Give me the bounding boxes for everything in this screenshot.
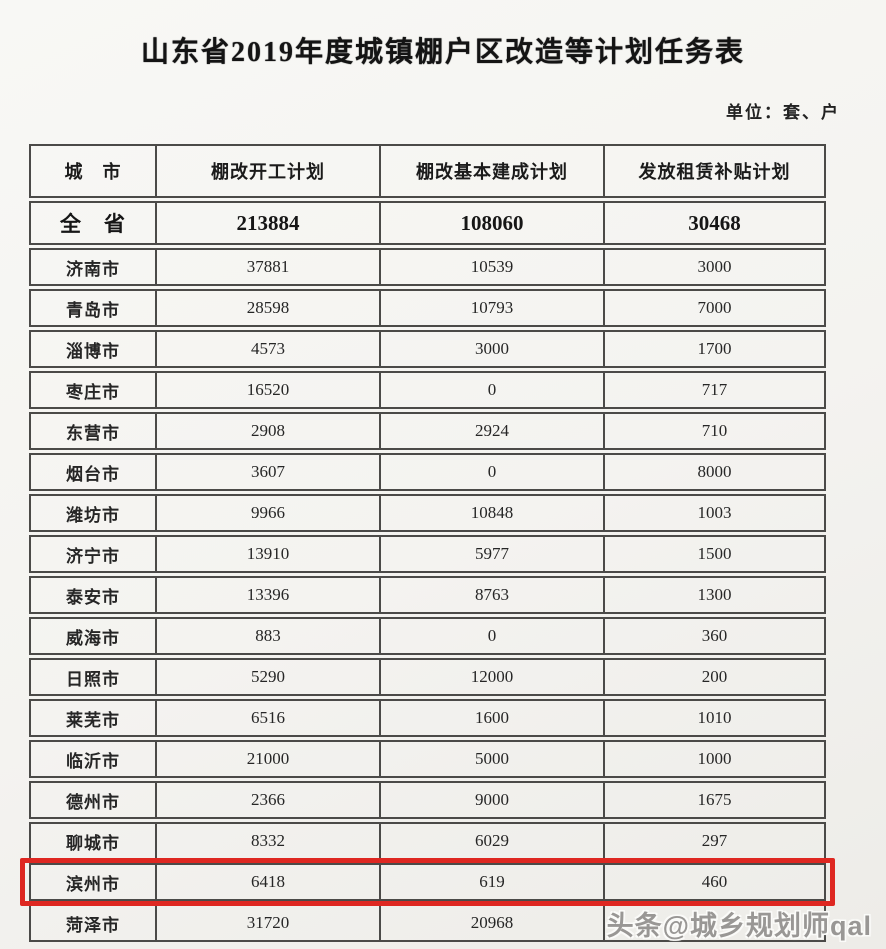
table-row: 济宁市 13910 5977 1500 (29, 535, 826, 573)
table-row: 临沂市 21000 5000 1000 (29, 740, 826, 778)
table-row: 东营市 2908 2924 710 (29, 412, 826, 450)
column-header-city: 城 市 (29, 144, 156, 198)
column-header: 发放租赁补贴计划 (604, 144, 826, 198)
value-cell: 619 (380, 863, 604, 901)
value-cell: 0 (380, 617, 604, 655)
value-cell: 10848 (380, 494, 604, 532)
value-cell: 2908 (156, 412, 380, 450)
city-cell: 济宁市 (29, 535, 156, 573)
watermark: 头条@城乡规划师qal (606, 911, 872, 941)
value-cell: 10539 (380, 248, 604, 286)
city-cell: 青岛市 (29, 289, 156, 327)
city-cell: 东营市 (29, 412, 156, 450)
value-cell: 13396 (156, 576, 380, 614)
value-cell: 5977 (380, 535, 604, 573)
table-row: 威海市 883 0 360 (29, 617, 826, 655)
city-cell: 德州市 (29, 781, 156, 819)
value-cell: 5000 (380, 740, 604, 778)
table-row: 德州市 2366 9000 1675 (29, 781, 826, 819)
city-cell: 烟台市 (29, 453, 156, 491)
value-cell: 1003 (604, 494, 826, 532)
summary-row: 全 省 213884 108060 30468 (29, 201, 826, 245)
plan-table: 城 市棚改开工计划 棚改基本建成计划 发放租赁补贴计划 全 省 213884 10806… (29, 141, 826, 945)
value-cell: 0 (380, 453, 604, 491)
table-row: 青岛市 28598 10793 7000 (29, 289, 826, 327)
table-row: 淄博市 4573 3000 1700 (29, 330, 826, 368)
value-cell: 1010 (604, 699, 826, 737)
city-cell: 潍坊市 (29, 494, 156, 532)
value-cell: 13910 (156, 535, 380, 573)
table-row: 济南市 37881 10539 3000 (29, 248, 826, 286)
city-cell: 滨州市 (29, 863, 156, 901)
value-cell: 9000 (380, 781, 604, 819)
value-cell: 360 (604, 617, 826, 655)
table-row: 泰安市 13396 8763 1300 (29, 576, 826, 614)
city-cell: 临沂市 (29, 740, 156, 778)
value-cell: 710 (604, 412, 826, 450)
value-cell: 8000 (604, 453, 826, 491)
value-cell: 2366 (156, 781, 380, 819)
value-cell: 30468 (604, 201, 826, 245)
city-cell: 日照市 (29, 658, 156, 696)
value-cell: 1600 (380, 699, 604, 737)
city-cell: 菏泽市 (29, 904, 156, 942)
value-cell: 9966 (156, 494, 380, 532)
value-cell: 21000 (156, 740, 380, 778)
value-cell: 6418 (156, 863, 380, 901)
value-cell: 717 (604, 371, 826, 409)
value-cell: 3000 (380, 330, 604, 368)
value-cell: 16520 (156, 371, 380, 409)
value-cell: 6516 (156, 699, 380, 737)
value-cell: 3000 (604, 248, 826, 286)
city-cell: 聊城市 (29, 822, 156, 860)
value-cell: 1700 (604, 330, 826, 368)
value-cell: 31720 (156, 904, 380, 942)
city-cell: 莱芜市 (29, 699, 156, 737)
value-cell: 8332 (156, 822, 380, 860)
city-cell: 淄博市 (29, 330, 156, 368)
value-cell: 4573 (156, 330, 380, 368)
value-cell: 12000 (380, 658, 604, 696)
value-cell: 8763 (380, 576, 604, 614)
value-cell: 37881 (156, 248, 380, 286)
table-row: 日照市 5290 12000 200 (29, 658, 826, 696)
value-cell: 10793 (380, 289, 604, 327)
city-cell: 济南市 (29, 248, 156, 286)
value-cell: 3607 (156, 453, 380, 491)
column-header: 棚改开工计划 (156, 144, 380, 198)
value-cell: 108060 (380, 201, 604, 245)
table-row: 烟台市 3607 0 8000 (29, 453, 826, 491)
value-cell: 1500 (604, 535, 826, 573)
value-cell: 1000 (604, 740, 826, 778)
table-header-row: 城 市棚改开工计划 棚改基本建成计划 发放租赁补贴计划 (29, 144, 826, 198)
table-row: 滨州市 6418 619 460 (29, 863, 826, 901)
table-row: 莱芜市 6516 1600 1010 (29, 699, 826, 737)
value-cell: 2924 (380, 412, 604, 450)
table-row: 枣庄市 16520 0 717 (29, 371, 826, 409)
value-cell: 1300 (604, 576, 826, 614)
page-title: 山东省2019年度城镇棚户区改造等计划任务表 (140, 37, 745, 68)
value-cell: 6029 (380, 822, 604, 860)
table-row: 潍坊市 9966 10848 1003 (29, 494, 826, 532)
value-cell: 297 (604, 822, 826, 860)
city-cell: 威海市 (29, 617, 156, 655)
city-cell: 泰安市 (29, 576, 156, 614)
unit-note: 单位：套、户 (726, 103, 840, 122)
city-cell: 枣庄市 (29, 371, 156, 409)
value-cell: 200 (604, 658, 826, 696)
value-cell: 7000 (604, 289, 826, 327)
value-cell: 213884 (156, 201, 380, 245)
value-cell: 20968 (380, 904, 604, 942)
table-row: 聊城市 8332 6029 297 (29, 822, 826, 860)
value-cell: 460 (604, 863, 826, 901)
value-cell: 5290 (156, 658, 380, 696)
column-header: 棚改基本建成计划 (380, 144, 604, 198)
value-cell: 883 (156, 617, 380, 655)
value-cell: 1675 (604, 781, 826, 819)
value-cell: 28598 (156, 289, 380, 327)
value-cell: 0 (380, 371, 604, 409)
city-cell: 全 省 (29, 201, 156, 245)
